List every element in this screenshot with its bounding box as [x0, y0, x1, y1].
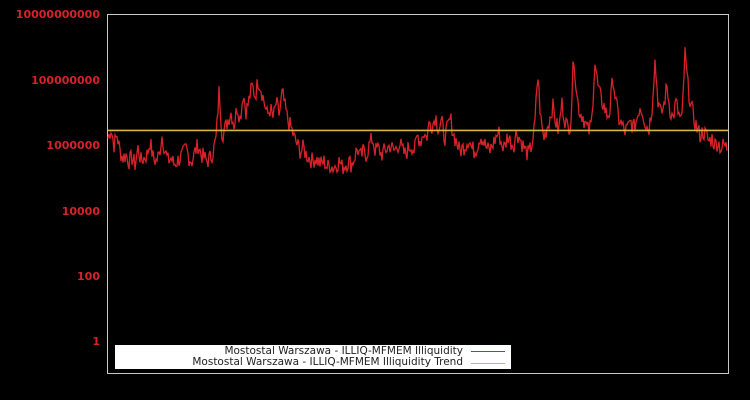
- legend-swatch-trend: [471, 363, 505, 364]
- legend-swatch-illiquidity: [471, 351, 505, 352]
- legend-label-trend: Mostostal Warszawa - ILLIQ-MFMEM Illiqui…: [192, 356, 463, 368]
- legend-label-illiquidity: Mostostal Warszawa - ILLIQ-MFMEM Illiqui…: [224, 345, 463, 357]
- plot-frame: [107, 14, 729, 374]
- illiquidity-series-line: [107, 47, 728, 175]
- y-tick-label: 1000000: [46, 139, 100, 152]
- y-tick-label: 1: [92, 335, 100, 348]
- y-tick-label: 10000000000: [15, 8, 100, 21]
- y-tick-label: 100: [77, 270, 100, 283]
- chart-legend: Mostostal Warszawa - ILLIQ-MFMEM Illiqui…: [115, 345, 511, 369]
- y-tick-label: 100000000: [31, 74, 100, 87]
- y-tick-label: 10000: [61, 205, 100, 218]
